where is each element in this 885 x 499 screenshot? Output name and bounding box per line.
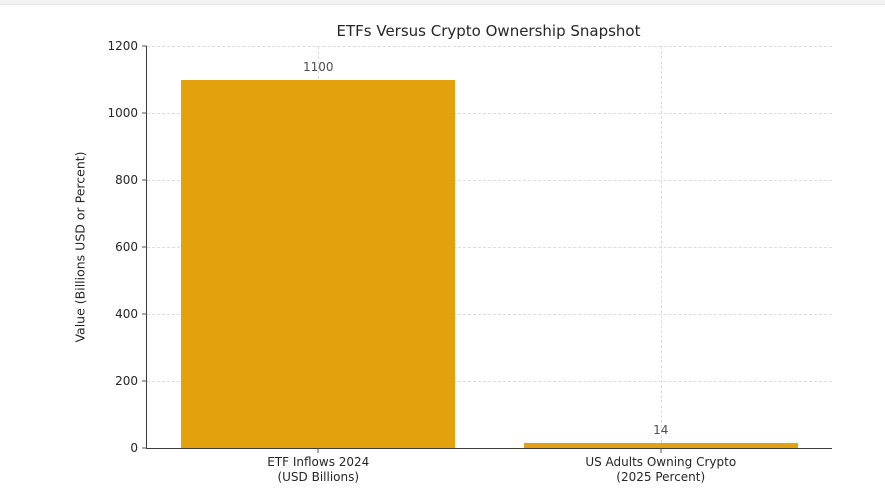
plot-area: 0 200 400 600 800 1000 1200 1100 ETF Inflows 202… <box>107 39 832 484</box>
y-tick-label: 400 <box>115 306 138 321</box>
x-tick-mark <box>317 448 319 453</box>
chart-title: ETFs Versus Crypto Ownership Snapshot <box>336 22 641 40</box>
y-tick-label: 800 <box>115 172 138 187</box>
y-tick-mark <box>142 246 147 248</box>
gridline-horizontal <box>147 313 832 315</box>
y-tick-mark <box>142 313 147 315</box>
x-tick-label: US Adults Owning Crypto (2025 Percent) <box>585 455 736 485</box>
y-axis-label: Value (Billions USD or Percent) <box>72 151 88 343</box>
y-tick-mark <box>142 112 147 114</box>
x-tick-label: ETF Inflows 2024 (USD Billions) <box>267 455 369 485</box>
x-tick-label-line: (USD Billions) <box>277 470 360 484</box>
gridline-vertical <box>660 46 662 448</box>
gridline-horizontal <box>147 46 832 47</box>
top-edge-strip <box>0 0 885 5</box>
bar-value-label: 1100 <box>302 59 334 74</box>
y-tick-mark <box>142 45 147 47</box>
x-tick-label-line: ETF Inflows 2024 <box>267 455 370 469</box>
gridline-horizontal <box>147 112 832 114</box>
y-tick-label: 1000 <box>107 105 138 120</box>
y-tick-mark <box>142 447 147 449</box>
bar <box>523 443 798 448</box>
x-tick-label-line: (2025 Percent) <box>616 470 706 484</box>
gridline-horizontal <box>147 381 832 382</box>
gridline-horizontal <box>147 179 832 181</box>
bar-value-label: 14 <box>653 423 669 438</box>
y-tick-label: 600 <box>115 240 138 254</box>
y-tick-label: 200 <box>115 374 138 388</box>
y-tick-mark <box>142 380 147 382</box>
x-tick-label-line: US Adults Owning Crypto <box>585 455 737 469</box>
x-tick-mark <box>660 448 662 453</box>
y-tick-label: 0 <box>130 441 138 455</box>
y-tick-label: 1200 <box>107 39 138 53</box>
bar <box>181 79 456 448</box>
gridline-horizontal <box>147 247 832 248</box>
y-tick-mark <box>142 179 147 181</box>
